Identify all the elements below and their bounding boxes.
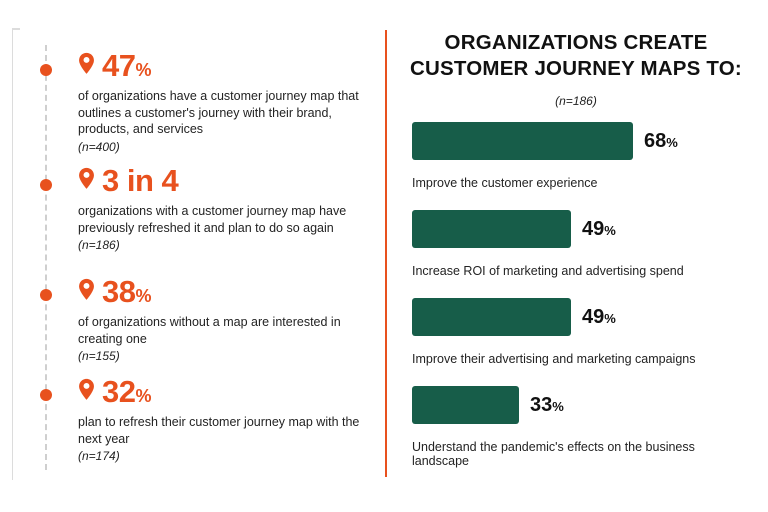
stat-sample-size: (n=400) [78, 139, 120, 154]
bar-value: 33% [530, 394, 564, 417]
bar-percent-sign: % [604, 222, 616, 238]
stat-value: 32% [102, 376, 151, 407]
stat-sample-size: (n=186) [78, 238, 120, 252]
bar-label: Understand the pandemic's effects on the… [412, 440, 695, 468]
bar-value: 49% [582, 218, 616, 241]
chart-title: ORGANIZATIONS CREATE CUSTOMER JOURNEY MA… [400, 30, 752, 82]
bar-percent-sign: % [666, 134, 678, 150]
timeline-dot [40, 64, 52, 76]
stat-head: 47% [78, 50, 363, 81]
bar-label: Improve their advertising and marketing … [412, 352, 696, 366]
timeline-dot [40, 389, 52, 401]
stat-number: 32 [102, 374, 136, 409]
bar-chart-panel: ORGANIZATIONS CREATE CUSTOMER JOURNEY MA… [400, 30, 752, 490]
chart-title-line1: ORGANIZATIONS CREATE [444, 31, 708, 54]
stat-description: of organizations without a map are inter… [78, 315, 341, 346]
map-pin-icon [78, 167, 95, 195]
stat-percent-sign: % [135, 60, 151, 80]
stat-item-38pct: 38% of organizations without a map are i… [78, 276, 363, 363]
bar-number: 49 [582, 217, 605, 240]
stat-head: 3 in 4 [78, 165, 363, 196]
bar-value: 68% [644, 130, 678, 153]
stat-sample-size: (n=174) [78, 449, 120, 463]
bar-increase-roi [412, 210, 571, 248]
map-pin-icon [78, 378, 95, 406]
chart-sample-size: (n=186) [555, 94, 597, 108]
map-pin-icon [78, 52, 95, 80]
stat-number: 3 in 4 [102, 163, 179, 198]
map-pin-icon [78, 278, 95, 306]
bar-understand-pandemic-effects [412, 386, 519, 424]
orange-divider-line [385, 30, 387, 477]
stat-sample-size: (n=155) [78, 349, 120, 363]
timeline-dot [40, 289, 52, 301]
bar-label: Increase ROI of marketing and advertisin… [412, 264, 684, 278]
timeline-dot [40, 179, 52, 191]
stat-percent-sign: % [135, 286, 151, 306]
bar-label: Improve the customer experience [412, 176, 598, 190]
bar-row: 68% [412, 122, 678, 160]
stat-description: organizations with a customer journey ma… [78, 204, 347, 235]
bar-row: 33% [412, 386, 564, 424]
stat-number: 47 [102, 48, 136, 83]
stat-head: 32% [78, 376, 363, 407]
stat-value: 3 in 4 [102, 163, 179, 198]
bar-improve-campaigns [412, 298, 571, 336]
stat-percent-sign: % [135, 386, 151, 406]
bar-value: 49% [582, 306, 616, 329]
chart-title-line2: CUSTOMER JOURNEY MAPS TO: [410, 57, 742, 81]
stat-value: 47% [102, 50, 151, 81]
stat-item-32pct: 32% plan to refresh their customer journ… [78, 376, 363, 463]
stat-head: 38% [78, 276, 363, 307]
bar-row: 49% [412, 210, 616, 248]
bar-improve-customer-experience [412, 122, 633, 160]
stat-number: 38 [102, 274, 136, 309]
stat-item-3-in-4: 3 in 4 organizations with a customer jou… [78, 165, 363, 252]
bar-number: 68 [644, 129, 667, 152]
bar-number: 49 [582, 305, 605, 328]
bar-number: 33 [530, 393, 553, 416]
stat-description: plan to refresh their customer journey m… [78, 415, 360, 446]
bar-percent-sign: % [604, 310, 616, 326]
timeline-dashed-line [45, 45, 47, 470]
stat-description: of organizations have a customer journey… [78, 89, 359, 136]
bar-row: 49% [412, 298, 616, 336]
stat-item-47pct: 47% of organizations have a customer jou… [78, 50, 363, 154]
left-frame-line [11, 28, 21, 480]
stat-value: 38% [102, 276, 151, 307]
bar-percent-sign: % [552, 398, 564, 414]
